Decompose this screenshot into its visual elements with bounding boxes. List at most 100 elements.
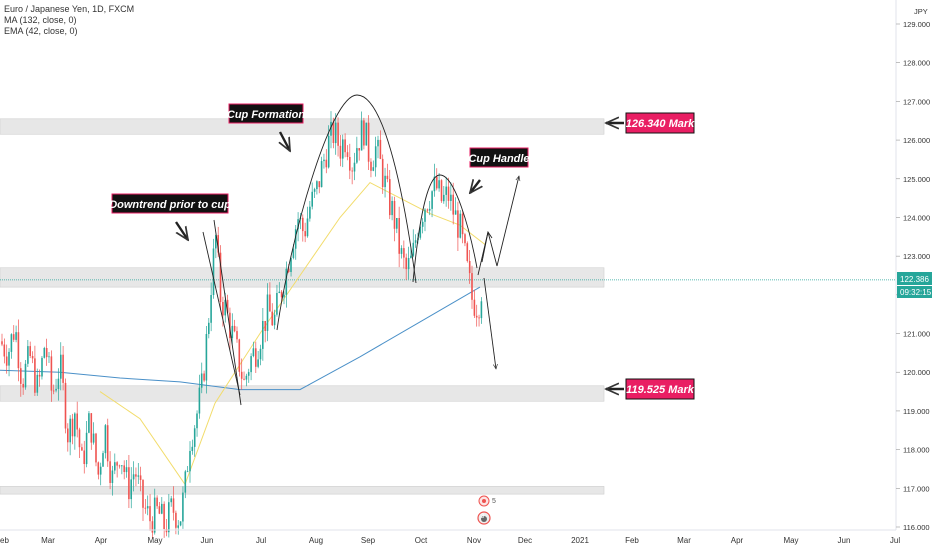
event-badges[interactable]: 5 3 [477, 495, 496, 525]
annotation-126-mark[interactable]: 126.340 Mark [625, 112, 695, 134]
y-tick-label: 116.000 [903, 523, 930, 532]
candle-body [459, 213, 462, 238]
candle-body [367, 122, 370, 162]
candle-body [393, 201, 396, 229]
candle-body [398, 218, 400, 254]
x-tick-label: May [147, 536, 162, 545]
candle-body [208, 322, 210, 334]
candle-body [421, 221, 424, 227]
candle-body [370, 161, 372, 171]
candle-body [255, 348, 257, 367]
annotation-downtrend[interactable]: Downtrend prior to cup [109, 193, 231, 214]
candle-body [334, 122, 337, 144]
zone-3 [0, 486, 605, 495]
candle-body [447, 186, 450, 201]
candlesticks [1, 111, 483, 539]
candle-body [292, 248, 295, 258]
candle-body [95, 433, 97, 463]
candle-body [125, 467, 128, 473]
candle-body [158, 506, 161, 514]
candle-body [97, 462, 100, 475]
candle-body [377, 139, 379, 147]
candle-body [24, 363, 27, 388]
candle-body [29, 346, 31, 356]
candle-body [344, 139, 346, 153]
x-tick-label: Dec [518, 536, 532, 545]
legend-ma[interactable]: MA (132, close, 0) [4, 15, 77, 25]
candle-body [41, 357, 43, 377]
candle-body [233, 325, 236, 332]
projection-down-line [483, 277, 496, 369]
x-tick-label: Aug [309, 536, 323, 545]
candle-body [60, 354, 62, 379]
candle-body [245, 375, 248, 380]
candle-body [290, 258, 292, 272]
candle-body [177, 525, 179, 528]
handle-arc [412, 174, 478, 283]
time-axis[interactable]: Feb Mar Apr May Jun Jul Aug Sep Oct Nov Dec 2021 Feb… [0, 529, 900, 545]
y-tick-label: 121.000 [903, 330, 930, 339]
candle-body [262, 321, 264, 349]
candle-body [264, 321, 266, 331]
x-tick-label: May [783, 536, 798, 545]
candle-body [20, 368, 22, 384]
candle-body [396, 218, 398, 229]
candle-body [128, 467, 130, 500]
candle-body [302, 217, 304, 232]
candle-body [67, 428, 69, 443]
candle-body [379, 139, 382, 159]
x-tick-label: Sep [361, 536, 376, 545]
candle-body [118, 465, 121, 467]
candle-body [468, 261, 471, 274]
candle-body [325, 159, 328, 168]
candle-body [349, 157, 351, 171]
countdown-value: 09:32:15 [900, 288, 932, 297]
candle-body [342, 139, 344, 159]
annotation-cup-formation[interactable]: Cup Formation [227, 103, 305, 124]
y-tick-label: 117.000 [903, 484, 930, 493]
projection-up-path [477, 176, 519, 276]
candle-body [478, 317, 480, 319]
candle-body [285, 268, 288, 295]
candle-body [381, 158, 384, 188]
candle-body [153, 497, 156, 533]
candle-body [5, 356, 8, 366]
projection-up-short [481, 230, 493, 263]
candle-body [271, 311, 273, 326]
y-tick-label: 127.000 [903, 97, 930, 106]
y-tick-label: 128.000 [903, 59, 930, 68]
legend-ema[interactable]: EMA (42, close, 0) [4, 26, 78, 36]
candle-body [186, 471, 189, 473]
candle-body [27, 346, 29, 364]
candle-body [414, 240, 417, 243]
x-tick-label: Jul [890, 536, 900, 545]
annotation-119-mark[interactable]: 119.525 Mark [625, 378, 695, 400]
y-tick-label: 124.000 [903, 214, 930, 223]
event-badge-top-count: 5 [492, 498, 496, 505]
price-axis[interactable]: JPY 116.000 117.000 118.000 119.000 120.000 1… [895, 0, 932, 532]
candle-body [71, 418, 74, 437]
candle-body [215, 235, 217, 249]
x-tick-label: Jul [256, 536, 266, 545]
candle-body [62, 354, 64, 383]
candle-body [436, 176, 438, 189]
cup-arc [276, 94, 417, 331]
candle-body [55, 388, 57, 391]
candle-body [179, 521, 182, 526]
candle-body [132, 474, 135, 480]
candle-body [135, 474, 137, 477]
candle-body [433, 176, 436, 192]
candle-body [196, 413, 198, 429]
candle-body [36, 374, 39, 393]
candle-body [250, 356, 252, 373]
candle-body [182, 492, 184, 522]
candle-body [139, 475, 142, 480]
candle-body [454, 210, 457, 215]
candle-body [224, 299, 226, 316]
candle-body [405, 257, 407, 270]
candle-body [351, 170, 353, 172]
legend-symbol[interactable]: Euro / Japanese Yen, 1D, FXCM [4, 4, 135, 14]
annotation-cup-handle[interactable]: Cup Handle [468, 147, 530, 168]
candle-body [168, 502, 170, 533]
